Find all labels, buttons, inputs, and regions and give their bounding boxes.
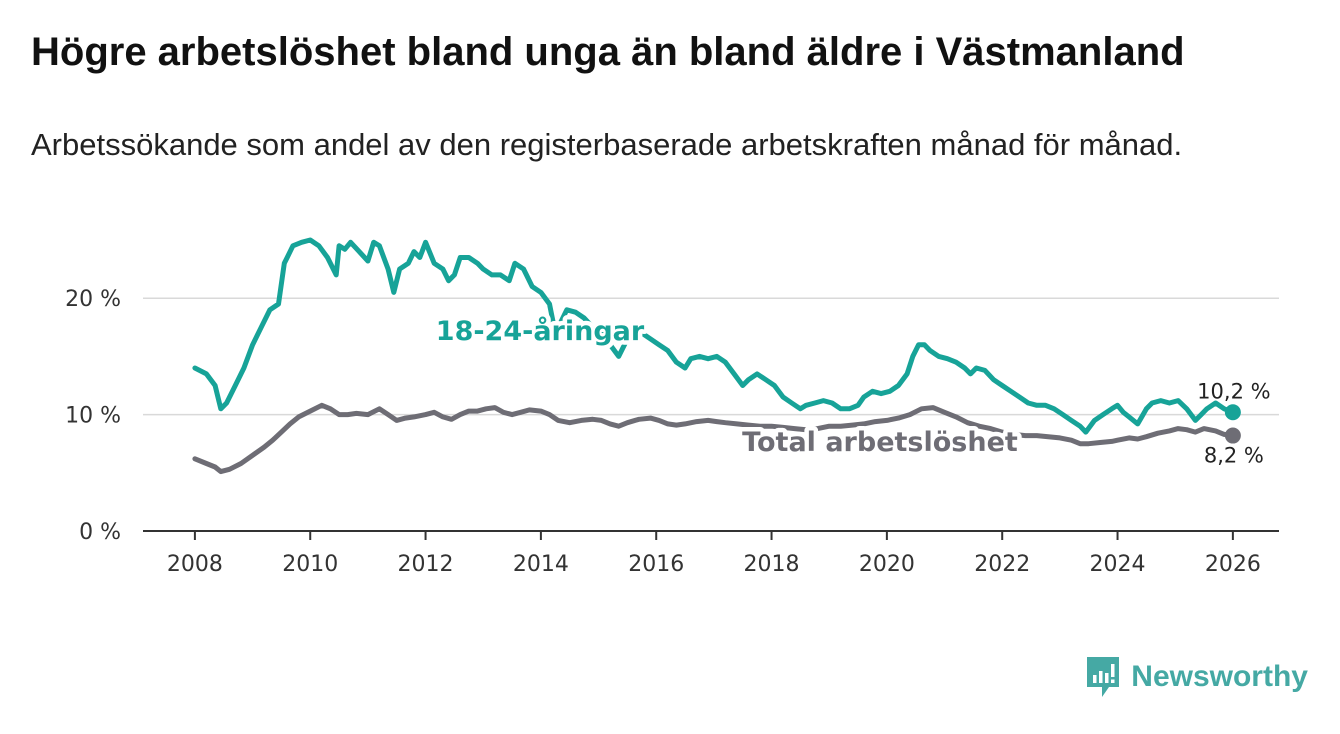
endpoint-total (1224, 427, 1241, 444)
series-label-youth: 18-24-åringar (436, 315, 645, 347)
endpoint-youth (1224, 404, 1241, 421)
x-tick-label: 2024 (1090, 552, 1146, 577)
brand-name: Newsworthy (1131, 660, 1308, 693)
x-tick-label: 2016 (628, 552, 684, 577)
x-tick-label: 2018 (744, 552, 800, 577)
gridlines: 0 % 10 % 20 % (65, 287, 1279, 545)
y-tick-label: 0 % (79, 520, 121, 545)
brand-logo: Newsworthy (1085, 655, 1308, 699)
y-tick-label: 10 % (65, 404, 121, 429)
end-label-total: 8,2 % (1204, 444, 1264, 468)
x-axis: 2008 2010 2012 2014 2016 2018 2020 2022 2024 2026 (143, 530, 1279, 577)
series-label-total-halo: Total arbetslöshet (742, 427, 1018, 458)
series-label-total: Total arbetslöshet (742, 427, 1018, 458)
x-tick-label: 2022 (974, 552, 1030, 577)
end-label-youth: 10,2 % (1197, 379, 1270, 403)
x-tick-label: 2010 (282, 552, 338, 577)
series-lines (192, 237, 1236, 475)
x-tick-label: 2020 (859, 552, 915, 577)
series-line-total (192, 402, 1236, 475)
chart-subtitle: Arbetssökande som andel av den registerb… (31, 127, 1183, 162)
x-tick-label: 2012 (398, 552, 454, 577)
x-tick-label: 2008 (167, 552, 223, 577)
series-line-youth (192, 237, 1236, 435)
newsworthy-logo-icon (1087, 657, 1120, 697)
x-tick-label: 2014 (513, 552, 569, 577)
y-tick-label: 20 % (65, 287, 121, 312)
series-label-youth-halo: 18-24-åringar (436, 315, 645, 347)
x-tick-label: 2026 (1205, 552, 1261, 577)
chart-title: Högre arbetslöshet bland unga än bland ä… (31, 30, 1185, 74)
